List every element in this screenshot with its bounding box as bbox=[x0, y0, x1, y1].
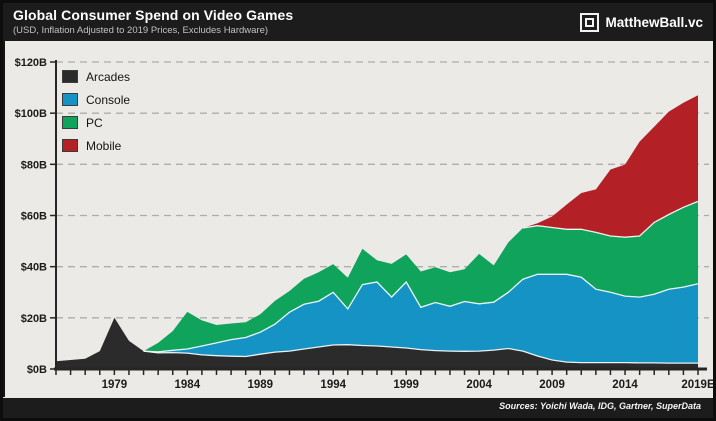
y-axis-label: $60B bbox=[21, 211, 47, 223]
x-axis-label: 1989 bbox=[247, 379, 273, 391]
x-axis-label: 1979 bbox=[102, 379, 128, 391]
chart-subtitle: (USD, Inflation Adjusted to 2019 Prices,… bbox=[13, 25, 269, 36]
legend-swatch-console bbox=[62, 93, 78, 106]
brand-name: MatthewBall.vc bbox=[605, 14, 703, 30]
legend-item-arcades: Arcades bbox=[62, 65, 130, 88]
legend-label: Arcades bbox=[86, 69, 131, 84]
legend-label: PC bbox=[86, 115, 103, 130]
y-axis-line bbox=[55, 60, 57, 370]
chart-panel: $0B $20B $40B $60B $80B $100B $120B 1979 1984 198… bbox=[5, 41, 713, 399]
frame-icon bbox=[580, 12, 600, 32]
series-boundary-line bbox=[143, 273, 699, 353]
legend-swatch-pc bbox=[62, 116, 78, 129]
series-boundary-line bbox=[143, 344, 698, 364]
y-axis-label: $120B bbox=[15, 57, 47, 69]
x-axis-label: 1994 bbox=[320, 379, 346, 391]
chart-legend: Arcades Console PC Mobile bbox=[62, 65, 130, 157]
header-bar: Global Consumer Spend on Video Games (US… bbox=[3, 3, 713, 41]
sources-note: Sources: Yoichi Wada, IDG, Gartner, Supe… bbox=[499, 401, 701, 411]
x-axis-label: 1999 bbox=[393, 379, 419, 391]
area-console bbox=[56, 274, 698, 364]
legend-item-console: Console bbox=[62, 88, 130, 111]
y-axis-label: $100B bbox=[15, 108, 47, 120]
frame-icon-inner bbox=[585, 17, 595, 27]
chart-title: Global Consumer Spend on Video Games bbox=[13, 7, 294, 23]
x-axis-label: 1984 bbox=[175, 379, 201, 391]
stacked-area-chart: $0B $20B $40B $60B $80B $100B $120B 1979 1984 198… bbox=[15, 57, 713, 391]
legend-swatch-arcades bbox=[62, 70, 78, 83]
legend-item-pc: PC bbox=[62, 111, 130, 134]
x-axis-label: 2019E bbox=[681, 379, 713, 391]
y-axis-label: $0B bbox=[27, 364, 47, 376]
y-axis-label: $40B bbox=[21, 262, 47, 274]
series-boundary-line bbox=[522, 200, 699, 238]
y-axis-label: $80B bbox=[21, 159, 47, 171]
x-axis-line bbox=[54, 367, 707, 371]
brand-logo: MatthewBall.vc bbox=[580, 3, 703, 41]
legend-label: Mobile bbox=[86, 138, 122, 153]
y-axis-label: $20B bbox=[21, 313, 47, 325]
x-axis-label: 2009 bbox=[539, 379, 565, 391]
legend-label: Console bbox=[86, 92, 131, 107]
legend-item-mobile: Mobile bbox=[62, 134, 130, 157]
footer-bar: Sources: Yoichi Wada, IDG, Gartner, Supe… bbox=[3, 397, 713, 418]
x-axis-label: 2014 bbox=[612, 379, 638, 391]
area-mobile bbox=[56, 95, 698, 362]
x-axis-label: 2004 bbox=[466, 379, 492, 391]
legend-swatch-mobile bbox=[62, 139, 78, 152]
